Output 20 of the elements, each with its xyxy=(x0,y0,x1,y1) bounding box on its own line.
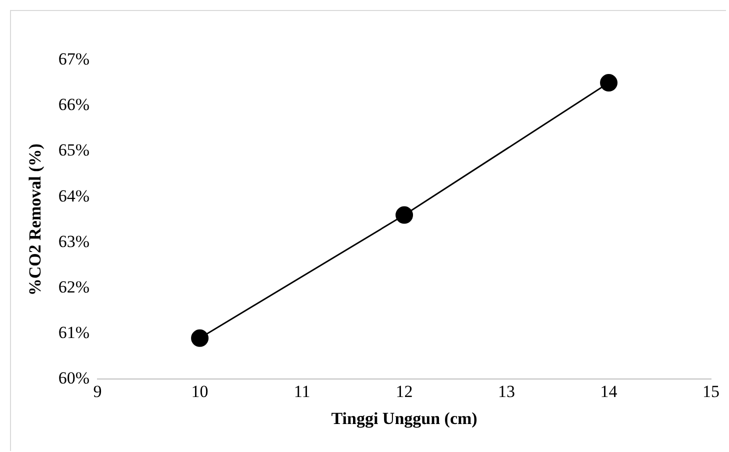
y-tick-label: 67% xyxy=(58,49,90,68)
x-tick-label: 15 xyxy=(702,382,720,401)
x-tick-label: 9 xyxy=(93,382,102,401)
point xyxy=(191,329,209,347)
y-tick-label: 65% xyxy=(58,140,90,160)
x-tick-label: 13 xyxy=(498,382,516,401)
y-tick-label: 61% xyxy=(58,323,90,342)
x-tick-label: 11 xyxy=(294,382,310,401)
y-axis-title: %CO2 Removal (%) xyxy=(26,144,45,296)
x-tick-label: 14 xyxy=(600,382,618,401)
point xyxy=(600,74,618,92)
x-tick-label: 10 xyxy=(191,382,208,401)
y-tick-label: 64% xyxy=(58,186,90,206)
y-tick-label: 66% xyxy=(58,95,90,114)
y-tick-label: 60% xyxy=(58,368,90,388)
point xyxy=(396,206,414,224)
x-tick-label: 12 xyxy=(396,382,413,401)
y-tick-label: 63% xyxy=(58,232,90,251)
x-axis-title: Tinggi Unggun (cm) xyxy=(331,409,478,428)
y-tick-label: 62% xyxy=(58,277,90,296)
